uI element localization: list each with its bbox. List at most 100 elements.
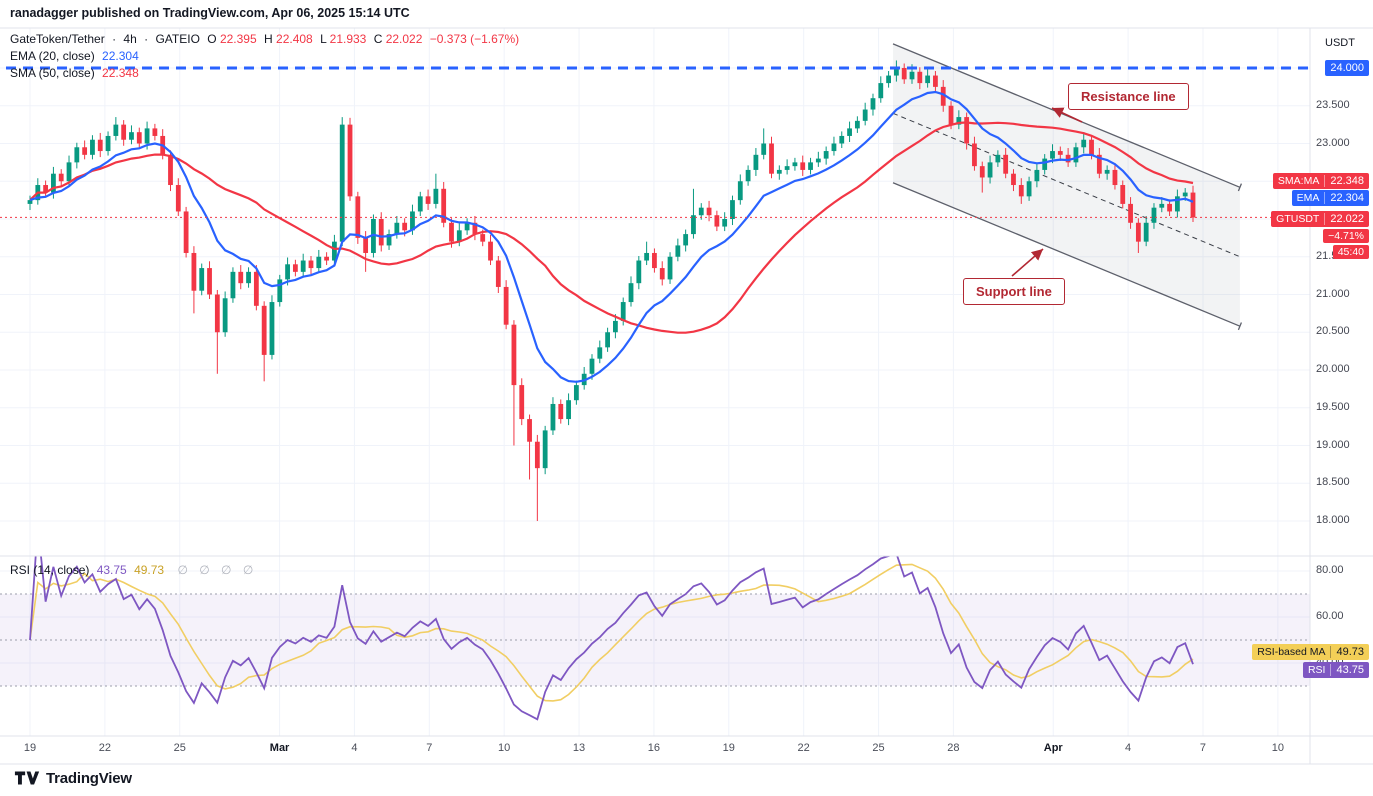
candle-body — [698, 207, 704, 216]
candle-body — [1190, 192, 1196, 218]
rsi-plot — [0, 556, 1310, 721]
close-value: 22.022 — [385, 32, 423, 46]
candle-body — [808, 162, 813, 170]
candle-body — [987, 162, 993, 178]
axis-unit-label[interactable]: USDT — [1325, 37, 1355, 49]
candle-body — [316, 256, 322, 269]
candle-body — [207, 268, 212, 295]
candle-body — [1065, 154, 1071, 163]
time-label: 4 — [1125, 742, 1132, 754]
candle-body — [1120, 185, 1126, 204]
interval[interactable]: 4h — [123, 32, 137, 46]
footer-brand[interactable]: TradingView — [14, 769, 132, 787]
candle-body — [925, 75, 931, 84]
symbol-price-badge[interactable]: GTUSDT 22.022 — [1271, 211, 1369, 227]
candle-body — [620, 302, 626, 321]
candle-body — [519, 385, 525, 420]
sma-line — [29, 121, 1194, 334]
rsi-badge-label: RSI — [1308, 664, 1332, 676]
candle-body — [917, 71, 923, 84]
candle-body — [1057, 151, 1063, 155]
candle-body — [893, 68, 899, 76]
candle-body — [613, 320, 618, 333]
candle-body — [722, 219, 728, 227]
symbol-name[interactable]: GateToken/Tether — [10, 32, 105, 46]
rsi-badge[interactable]: RSI 43.75 — [1302, 662, 1369, 678]
candle-body — [1073, 147, 1079, 163]
open-label: O — [207, 32, 217, 46]
candle-body — [363, 237, 369, 253]
rsi-badge-value: 43.75 — [1336, 664, 1364, 676]
candle-body — [386, 234, 392, 246]
ema-price-badge[interactable]: EMA 22.304 — [1291, 190, 1369, 206]
rsi-ma-badge[interactable]: RSI-based MA 49.73 — [1252, 644, 1369, 660]
candle-body — [1128, 203, 1133, 223]
change-percent-chip: −4.71% — [1323, 229, 1369, 243]
candle-body — [940, 86, 946, 106]
candle-body — [90, 139, 95, 155]
candle-body — [285, 264, 290, 280]
ema-line — [29, 90, 1194, 383]
disabled-plot-icons[interactable]: ∅ ∅ ∅ ∅ — [177, 563, 254, 577]
candle-body — [628, 283, 634, 303]
brand-name: TradingView — [46, 769, 132, 787]
exchange[interactable]: GATEIO — [155, 32, 200, 46]
resistance-arrow — [1051, 107, 1083, 123]
candle-body — [800, 162, 806, 170]
countdown-chip: 45:40 — [1332, 245, 1369, 259]
candle-body — [214, 294, 220, 333]
rsi-line — [29, 556, 1194, 721]
rsi-legend[interactable]: RSI (14, close) 43.75 49.73 ∅ ∅ ∅ ∅ — [10, 562, 257, 579]
candle-body — [417, 196, 423, 212]
time-label: 10 — [1271, 742, 1284, 754]
sma-price-badge[interactable]: SMA:MA 22.348 — [1272, 173, 1369, 189]
candle-body — [964, 117, 970, 144]
price-tick: 18.000 — [1316, 514, 1350, 526]
candle-body — [27, 200, 33, 204]
candle-body — [253, 271, 259, 306]
sma-legend-row[interactable]: SMA (50, close) 22.348 — [10, 65, 523, 82]
candle-body — [230, 271, 236, 299]
candle-body — [792, 162, 798, 167]
support-annotation[interactable]: Support line — [963, 278, 1065, 305]
resistance-annotation[interactable]: Resistance line — [1068, 83, 1189, 110]
candle-body — [300, 260, 306, 272]
candle-body — [706, 207, 712, 216]
time-label: Apr — [1043, 742, 1063, 754]
candle-body — [246, 271, 251, 284]
low-label: L — [320, 32, 327, 46]
price-tick: 23.000 — [1316, 136, 1350, 149]
hline-price-badge[interactable]: 24.000 — [1325, 60, 1369, 76]
candle-body — [394, 222, 400, 235]
sma-value: 22.348 — [102, 66, 139, 80]
candle-body — [1096, 154, 1102, 174]
candle-body — [74, 147, 80, 163]
sma-badge-value: 22.348 — [1330, 175, 1364, 187]
symbol-badge-label: GTUSDT — [1276, 213, 1326, 225]
candle-body — [183, 211, 189, 253]
candle-body — [503, 286, 509, 325]
candle-body — [308, 260, 314, 269]
candle-body — [1050, 151, 1055, 159]
close-label: C — [373, 32, 383, 46]
candle-body — [1011, 173, 1016, 186]
candle-body — [886, 75, 891, 84]
candle-body — [168, 154, 173, 186]
candle-body — [566, 400, 571, 420]
change-value: −0.373 (−1.67%) — [429, 32, 520, 46]
candle-body — [82, 147, 88, 155]
low-value: 21.933 — [329, 32, 367, 46]
candle-body — [691, 215, 696, 235]
price-tick: 20.500 — [1316, 325, 1350, 338]
candle-body — [636, 260, 642, 284]
candle-body — [644, 252, 650, 261]
rsi-ma-value: 49.73 — [134, 563, 165, 577]
overlays — [0, 27, 1373, 765]
candle-body — [605, 332, 610, 348]
candle-body — [675, 245, 681, 257]
ema-legend-row[interactable]: EMA (20, close) 22.304 — [10, 48, 523, 65]
candle-body — [933, 75, 938, 87]
candle-body — [1104, 169, 1110, 174]
candle-body — [784, 166, 790, 170]
